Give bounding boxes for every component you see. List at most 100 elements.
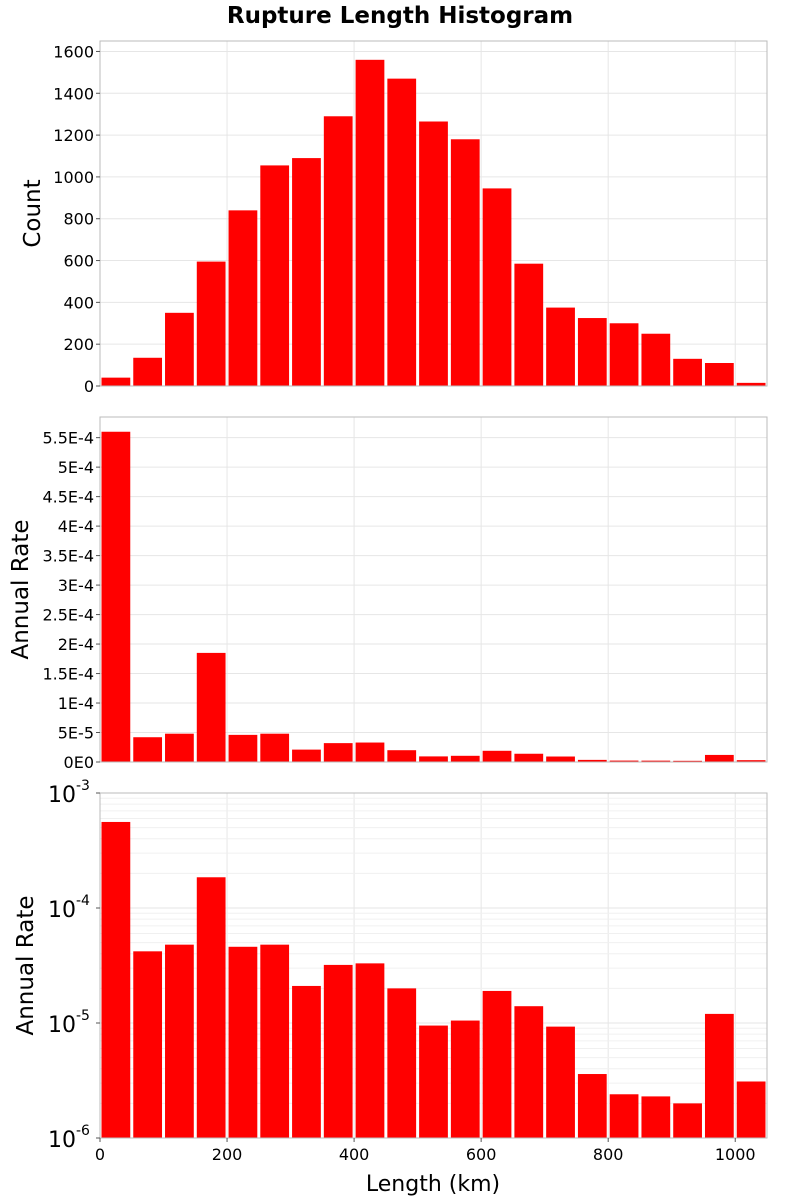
histogram-bar [292,985,321,1138]
histogram-bar [673,358,702,386]
y-tick-exponent: -6 [76,1123,90,1139]
x-tick-label: 800 [593,1145,624,1164]
y-axis-label: Count [20,179,46,247]
plot-frame [99,40,768,387]
y-tick-label: 1600 [53,42,94,61]
histogram-bar [514,1006,544,1138]
histogram-bar [450,1020,480,1138]
histogram-bar [704,1013,734,1138]
x-axis-label: Length (km) [366,1172,500,1197]
histogram-bar [323,116,353,386]
histogram-bar [165,312,194,386]
x-tick-label: 0 [95,1145,105,1164]
histogram-bar [165,733,194,762]
histogram-bar [546,307,575,386]
y-tick-label: 400 [63,293,94,312]
chart-title: Rupture Length Histogram [227,3,573,29]
y-tick-base: 10 [48,898,76,923]
y-tick-label: 1200 [53,126,94,145]
y-tick-label: 0 [84,377,94,396]
y-tick-label: 10 [48,1128,76,1153]
histogram-bar [387,988,417,1138]
y-tick-label: 600 [63,252,94,271]
y-tick-label: 10 [48,898,76,923]
histogram-bar [704,754,734,762]
y-tick-label: 1000 [53,168,94,187]
histogram-bar [228,734,258,762]
y-tick-label: 1E-4 [58,694,94,713]
histogram-bar [419,1025,448,1138]
histogram-bar [133,357,163,386]
histogram-bar [450,139,480,386]
histogram-bar [101,377,131,386]
histogram-bar [133,737,163,762]
histogram-bar [228,946,258,1138]
histogram-bar [165,944,194,1138]
histogram-bar [101,431,131,762]
histogram-bar [450,755,480,762]
y-tick-label: 800 [63,210,94,229]
plot-frame [99,416,768,763]
histogram-bar [482,188,512,386]
y-tick-label: 4E-4 [58,517,94,536]
histogram-bar [609,760,639,762]
y-tick-label: 2E-4 [58,635,94,654]
histogram-bar [260,733,290,762]
histogram-bar [546,756,575,762]
histogram-bar [323,964,353,1138]
histogram-bar [196,261,226,386]
histogram-bar [641,1096,671,1138]
histogram-bar [673,1103,702,1138]
annual-rate-linear-panel: 0E0 5E-5 1E-4 1.5E-4 2E-4 2.5E-4 3E-4 3.5E-4 4E-… [8,416,768,772]
y-tick-exponent: -3 [76,778,90,794]
histogram-bar [577,318,607,386]
histogram-bar [355,59,385,387]
histogram-bar [736,760,766,762]
histogram-bar [673,760,702,762]
y-axis-label: Annual Rate [8,520,34,660]
y-tick-base: 10 [48,1128,76,1153]
histogram-bar [355,742,385,762]
histogram-bar [482,990,512,1138]
histogram-bar [260,944,290,1138]
y-tick-label: 200 [63,335,94,354]
histogram-bar [641,333,671,386]
y-tick-label: 1400 [53,84,94,103]
histogram-bar [736,382,766,386]
x-tick-label: 400 [339,1145,370,1164]
y-tick-label: 5E-5 [58,724,94,743]
plot-frame [99,792,768,1139]
x-tick-label: 200 [212,1145,243,1164]
y-tick-base: 10 [48,783,76,808]
y-tick-label: 5.5E-4 [42,429,94,448]
histogram-bar [514,263,544,386]
y-tick-exponent: -4 [76,893,90,909]
y-tick-exponent: -5 [76,1008,90,1024]
histogram-bar [355,963,385,1138]
histogram-bar [482,750,512,762]
histogram-bar [609,1094,639,1138]
histogram-bar [292,749,321,762]
y-tick-label: 1.5E-4 [42,665,94,684]
count-histogram-panel: 0 200 400 600 800 1000 1200 1400 1600 Count [20,40,768,396]
y-tick-label: 10 [48,783,76,808]
y-tick-base: 10 [48,1013,76,1038]
histogram-bar [133,951,163,1138]
histogram-bar [292,158,321,386]
annual-rate-log-panel: 10 -610 -510 -410 -30 200 400 600 800 1000Annual … [13,778,768,1164]
histogram-bar [609,323,639,386]
histogram-bar [387,750,417,762]
histogram-bar [577,759,607,762]
histogram-bar [546,1026,575,1138]
y-tick-label: 3.5E-4 [42,547,94,566]
y-tick-label: 3E-4 [58,576,94,595]
x-tick-label: 1000 [715,1145,756,1164]
x-tick-label: 600 [466,1145,497,1164]
y-tick-label: 2.5E-4 [42,606,94,625]
histogram-bar [196,877,226,1138]
y-tick-label: 0E0 [64,753,94,772]
y-axis-label: Annual Rate [13,896,39,1036]
histogram-bar [419,756,448,762]
